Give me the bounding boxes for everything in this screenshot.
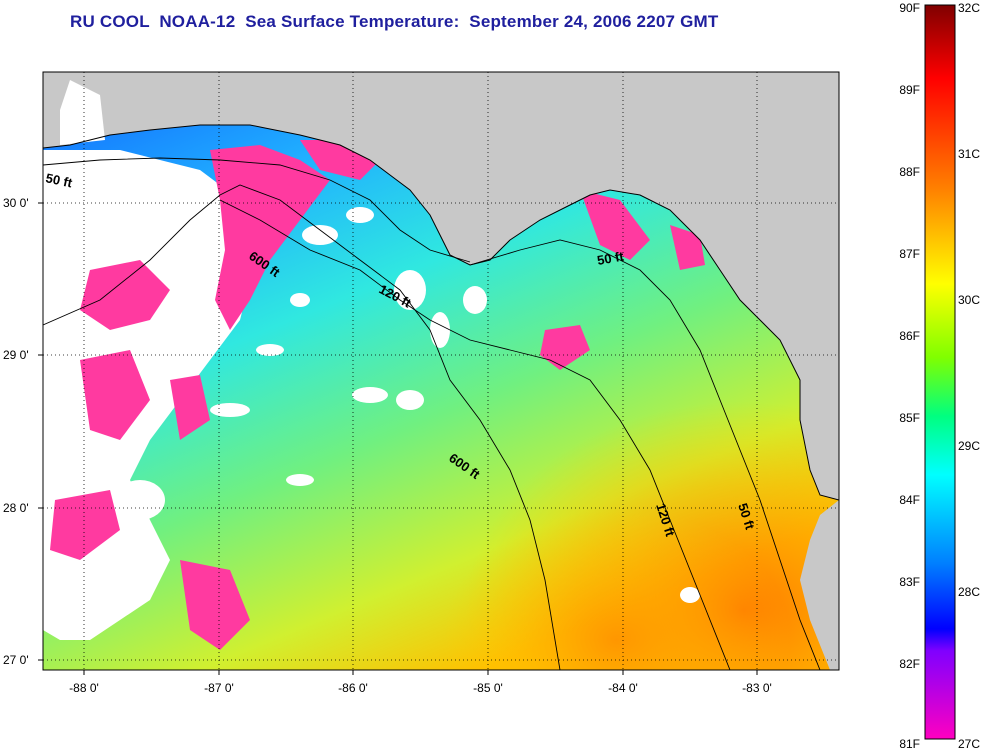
celsius-label: 32C (958, 1, 980, 15)
flagged-pixels (50, 140, 705, 650)
lon-label: -88 0' (69, 681, 99, 695)
fahrenheit-label: 83F (899, 575, 920, 589)
celsius-label: 28C (958, 585, 980, 599)
lon-label: -86 0' (338, 681, 368, 695)
celsius-label: 29C (958, 439, 980, 453)
fahrenheit-label: 89F (899, 83, 920, 97)
lon-label: -87 0' (204, 681, 234, 695)
bay-area (60, 80, 105, 145)
colorbar-fahrenheit-labels: 90F 89F 88F 87F 86F 85F 84F 83F 82F 81F (899, 1, 920, 751)
fahrenheit-label: 87F (899, 247, 920, 261)
fahrenheit-label: 85F (899, 411, 920, 425)
isobath-lines (43, 157, 821, 670)
celsius-label: 30C (958, 293, 980, 307)
lon-label: -85 0' (473, 681, 503, 695)
land (43, 72, 839, 670)
lat-label: 28 0' (3, 501, 29, 515)
lon-label: -84 0' (608, 681, 638, 695)
map-area (43, 72, 839, 670)
longitude-labels: -88 0' -87 0' -86 0' -85 0' -84 0' -83 0… (69, 681, 772, 695)
fahrenheit-label: 86F (899, 329, 920, 343)
isobath-label: 50 ft (596, 248, 626, 268)
fahrenheit-label: 84F (899, 493, 920, 507)
celsius-label: 31C (958, 147, 980, 161)
graticule (43, 72, 839, 670)
fahrenheit-label: 81F (899, 737, 920, 751)
latitude-labels: 30 0' 29 0' 28 0' 27 0' (3, 196, 29, 667)
lon-label: -83 0' (742, 681, 772, 695)
coastline (43, 124, 839, 501)
colorbar (924, 4, 956, 740)
lat-label: 27 0' (3, 653, 29, 667)
lat-label: 29 0' (3, 348, 29, 362)
map-frame (42, 71, 840, 671)
tick-marks (38, 202, 758, 675)
celsius-label: 27C (958, 737, 980, 751)
cloud-specks (115, 77, 700, 603)
fahrenheit-label: 90F (899, 1, 920, 15)
colorbar-celsius-labels: 32C 31C 30C 29C 28C 27C (958, 1, 980, 751)
isobath-label: 50 ft (44, 170, 74, 190)
lat-label: 30 0' (3, 196, 29, 210)
fahrenheit-label: 88F (899, 165, 920, 179)
map-title: RU COOL NOAA-12 Sea Surface Temperature:… (70, 12, 719, 31)
fahrenheit-label: 82F (899, 657, 920, 671)
